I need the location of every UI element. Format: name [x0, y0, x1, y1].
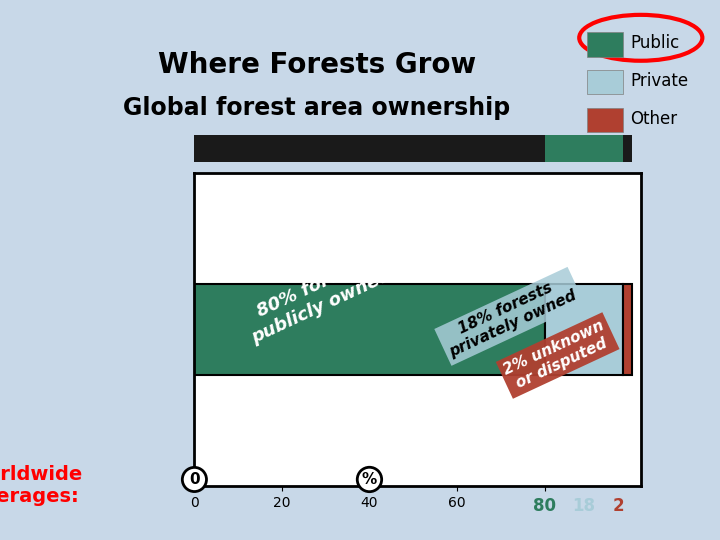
Bar [624, 135, 632, 162]
Text: 18% forests
privately owned: 18% forests privately owned [440, 272, 579, 360]
Bar [194, 135, 544, 162]
Text: 2% unknown
or disputed: 2% unknown or disputed [501, 318, 614, 393]
Text: 18: 18 [572, 497, 595, 515]
Text: 2: 2 [613, 497, 625, 515]
Text: 80: 80 [533, 497, 556, 515]
Bar [624, 284, 632, 375]
Text: Public: Public [630, 34, 679, 52]
Text: 0: 0 [189, 472, 199, 487]
Bar [544, 135, 624, 162]
Bar [544, 284, 624, 375]
Text: Global forest area ownership: Global forest area ownership [123, 96, 510, 120]
Text: 80% forests
publicly owned: 80% forests publicly owned [240, 247, 395, 347]
Text: Where Forests Grow: Where Forests Grow [158, 51, 476, 79]
Text: Worldwide
Averages:: Worldwide Averages: [0, 465, 83, 507]
Bar [194, 284, 544, 375]
Text: Private: Private [630, 72, 688, 90]
Text: Other: Other [630, 110, 677, 128]
Text: %: % [362, 472, 377, 487]
